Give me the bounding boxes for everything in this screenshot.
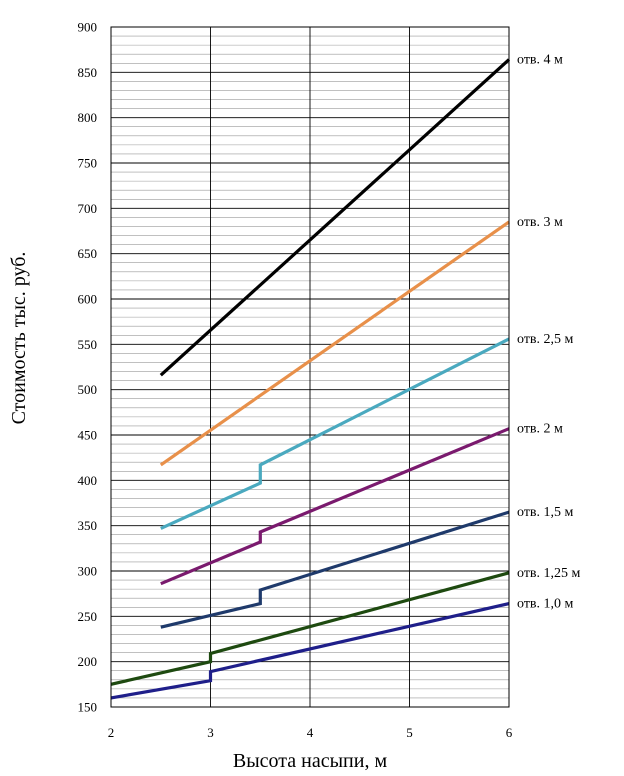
x-tick-label: 5 xyxy=(406,725,413,740)
x-axis-ticks: 2 3 4 5 6 xyxy=(108,725,513,740)
y-tick-label: 200 xyxy=(78,654,98,669)
x-tick-label: 6 xyxy=(506,725,513,740)
x-tick-label: 2 xyxy=(108,725,115,740)
y-tick-label: 700 xyxy=(78,201,98,216)
series-line xyxy=(159,58,511,377)
x-axis-title: Высота насыпи, м xyxy=(233,750,388,772)
series-line xyxy=(160,337,510,530)
series-label: отв. 1,25 м xyxy=(517,566,581,581)
y-tick-label: 500 xyxy=(78,382,98,397)
y-axis-ticks: 150 200 250 300 350 400 450 500 550 600 650 700 750 8… xyxy=(78,20,98,715)
series-label: отв. 4 м xyxy=(517,53,563,68)
series-line xyxy=(110,602,510,700)
y-tick-label: 650 xyxy=(78,246,98,261)
y-tick-label: 350 xyxy=(78,518,98,533)
y-tick-label: 300 xyxy=(78,564,98,579)
y-tick-label: 900 xyxy=(78,20,98,35)
series-line xyxy=(160,427,510,586)
y-tick-label: 750 xyxy=(78,156,98,171)
x-tick-label: 3 xyxy=(207,725,214,740)
y-tick-label: 550 xyxy=(78,337,98,352)
y-tick-label: 600 xyxy=(78,292,98,307)
series-label: отв. 1,5 м xyxy=(517,505,574,520)
series-label: отв. 2,5 м xyxy=(517,332,574,347)
y-tick-label: 800 xyxy=(78,110,98,125)
series-line xyxy=(110,571,510,686)
y-tick-label: 400 xyxy=(78,473,98,488)
plot-frame xyxy=(110,26,510,708)
y-tick-label: 850 xyxy=(78,65,98,80)
x-tick-label: 4 xyxy=(307,725,314,740)
series-line xyxy=(160,510,510,629)
series-label: отв. 1,0 м xyxy=(517,597,574,612)
series-label: отв. 3 м xyxy=(517,215,563,230)
series-labels: отв. 4 м отв. 3 м отв. 2,5 м отв. 2 м отв. 1… xyxy=(517,53,581,612)
y-tick-label: 450 xyxy=(78,428,98,443)
series-label: отв. 2 м xyxy=(517,422,563,437)
y-tick-label: 250 xyxy=(78,609,98,624)
series-line xyxy=(159,220,510,467)
series-lines xyxy=(110,58,511,700)
y-tick-label: 150 xyxy=(78,700,98,715)
y-axis-title: Стоимость тыс. руб. xyxy=(8,252,30,425)
